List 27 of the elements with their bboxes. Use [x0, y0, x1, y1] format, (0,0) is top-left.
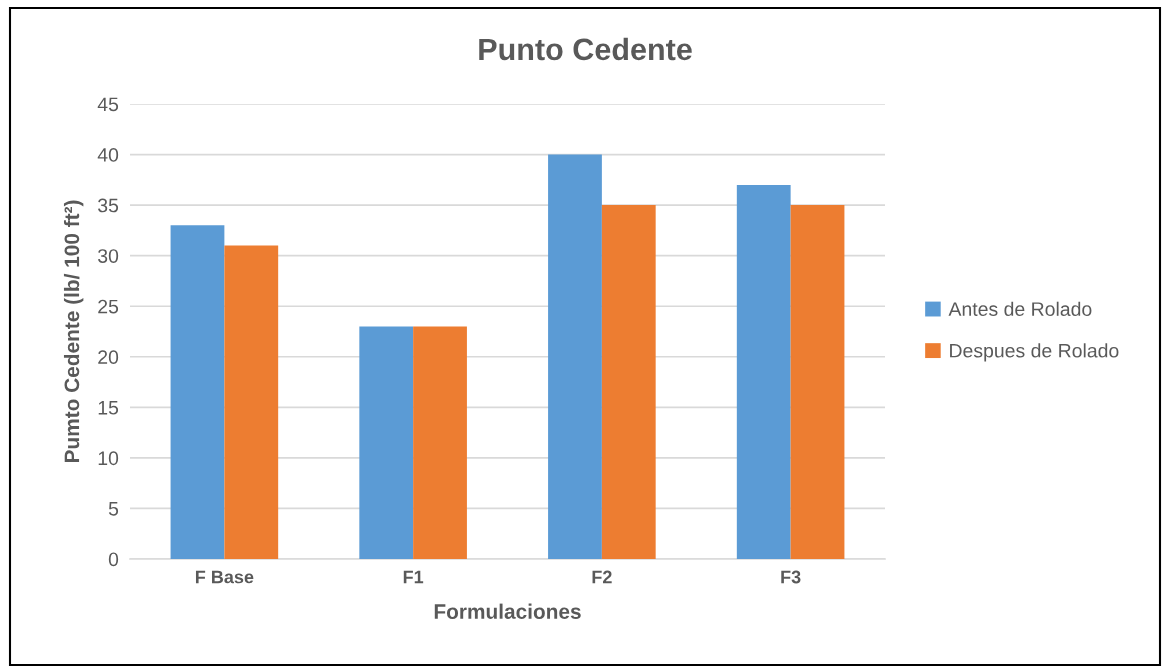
- chart-title: Punto Cedente: [479, 37, 692, 61]
- bar: [790, 205, 845, 559]
- y-tick-label: 45: [97, 97, 119, 112]
- bar: [548, 154, 602, 559]
- bar: [359, 326, 414, 559]
- y-tick-label: 20: [98, 350, 119, 365]
- y-axis-title: Pumto Cedente (lb/ 100 ft²): [63, 200, 84, 463]
- x-tick-label: F Base: [195, 570, 254, 584]
- bar: [601, 205, 656, 559]
- legend-label: Despues de Rolado: [950, 343, 1119, 362]
- bar: [224, 245, 279, 559]
- x-tick-label: F1: [403, 570, 424, 584]
- y-tick-label: 25: [98, 299, 119, 314]
- bar: [413, 326, 467, 559]
- x-tick-label: F3: [781, 570, 801, 584]
- y-tick-label: 30: [98, 249, 119, 263]
- y-tick-label: 35: [98, 198, 119, 213]
- y-tick-label: 40: [97, 148, 119, 162]
- x-tick-label: F2: [592, 570, 612, 584]
- y-tick-label: 10: [98, 451, 119, 466]
- y-tick-label: 0: [108, 552, 119, 567]
- bar: [170, 225, 225, 559]
- y-tick-label: 15: [98, 401, 119, 415]
- bar: [736, 184, 791, 559]
- x-axis-title: Formulaciones: [434, 603, 581, 619]
- legend-label: Antes de Rolado: [948, 301, 1092, 316]
- y-tick-label: 5: [108, 502, 119, 516]
